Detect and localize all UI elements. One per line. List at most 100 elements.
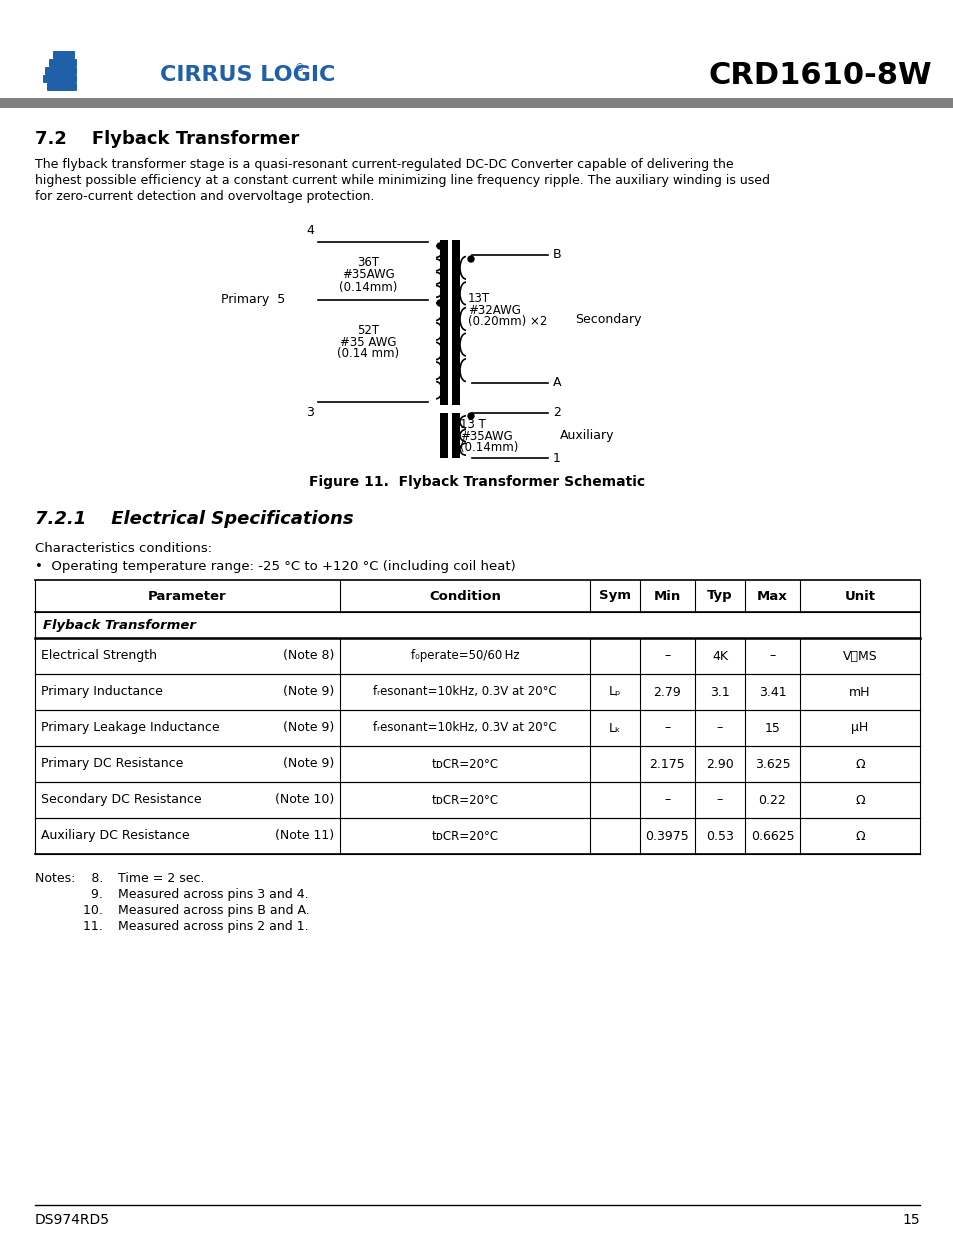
Text: Measured across pins 3 and 4.: Measured across pins 3 and 4.	[110, 888, 309, 902]
Text: tᴅCR=20°C: tᴅCR=20°C	[431, 794, 498, 806]
Text: 0.6625: 0.6625	[750, 830, 794, 842]
Text: DS974RD5: DS974RD5	[35, 1213, 110, 1228]
Text: 0.3975: 0.3975	[645, 830, 689, 842]
Text: (0.14mm): (0.14mm)	[338, 280, 396, 294]
Text: Min: Min	[653, 589, 680, 603]
Text: Primary  5: Primary 5	[220, 294, 285, 306]
Text: 15: 15	[763, 721, 780, 735]
Text: Ω: Ω	[854, 757, 864, 771]
Text: f₀perate=50/60 Hz: f₀perate=50/60 Hz	[410, 650, 518, 662]
Text: Primary Inductance: Primary Inductance	[41, 685, 163, 699]
Circle shape	[468, 412, 474, 419]
Bar	[439, 412, 448, 458]
Text: (0.14mm): (0.14mm)	[459, 441, 517, 454]
Text: (0.14 mm): (0.14 mm)	[336, 347, 398, 361]
Text: 4: 4	[306, 224, 314, 237]
Text: 9.: 9.	[35, 888, 103, 902]
Text: #35AWG: #35AWG	[341, 268, 394, 282]
Text: –: –	[663, 721, 670, 735]
Text: for zero-current detection and overvoltage protection.: for zero-current detection and overvolta…	[35, 190, 374, 203]
Text: mH: mH	[848, 685, 870, 699]
Bar	[35, 580, 919, 613]
Text: 3.41: 3.41	[758, 685, 785, 699]
Text: Measured across pins 2 and 1.: Measured across pins 2 and 1.	[110, 920, 309, 932]
Text: Max: Max	[757, 589, 787, 603]
Bar	[35, 638, 919, 674]
Bar	[0, 98, 953, 107]
FancyBboxPatch shape	[47, 83, 77, 91]
Text: (Note 8): (Note 8)	[282, 650, 334, 662]
Text: 13 T: 13 T	[459, 417, 485, 431]
Text: 2: 2	[553, 406, 560, 420]
Text: Condition: Condition	[429, 589, 500, 603]
Text: 0.22: 0.22	[758, 794, 785, 806]
Text: #35 AWG: #35 AWG	[339, 336, 395, 348]
Bar	[35, 818, 919, 853]
Text: Sym: Sym	[598, 589, 630, 603]
Text: CRD1610-8W: CRD1610-8W	[707, 61, 931, 89]
Text: highest possible efficiency at a constant current while minimizing line frequenc: highest possible efficiency at a constan…	[35, 174, 769, 186]
Text: Figure 11.  Flyback Transformer Schematic: Figure 11. Flyback Transformer Schematic	[309, 475, 644, 489]
Text: tᴅCR=20°C: tᴅCR=20°C	[431, 830, 498, 842]
Text: Notes:    8.: Notes: 8.	[35, 872, 103, 885]
Circle shape	[436, 243, 442, 249]
Text: Auxiliary: Auxiliary	[559, 429, 614, 441]
Text: Unit: Unit	[843, 589, 875, 603]
Text: Measured across pins B and A.: Measured across pins B and A.	[110, 904, 310, 918]
Text: 15: 15	[902, 1213, 919, 1228]
Circle shape	[468, 256, 474, 262]
Text: (Note 9): (Note 9)	[282, 757, 334, 771]
Text: 36T: 36T	[356, 257, 378, 269]
Text: Lₖ: Lₖ	[608, 721, 620, 735]
Text: Secondary DC Resistance: Secondary DC Resistance	[41, 794, 201, 806]
Text: (Note 9): (Note 9)	[282, 721, 334, 735]
Circle shape	[436, 300, 442, 306]
Text: Lₚ: Lₚ	[608, 685, 620, 699]
Text: Ω: Ω	[854, 794, 864, 806]
Bar	[452, 412, 459, 458]
Text: 7.2    Flyback Transformer: 7.2 Flyback Transformer	[35, 130, 299, 148]
Text: 3: 3	[306, 406, 314, 419]
Text: tᴅCR=20°C: tᴅCR=20°C	[431, 757, 498, 771]
Text: A: A	[553, 377, 561, 389]
Text: fᵣesonant=10kHz, 0.3V at 20°C: fᵣesonant=10kHz, 0.3V at 20°C	[373, 721, 557, 735]
Bar	[35, 613, 919, 638]
Text: Typ: Typ	[706, 589, 732, 603]
Text: 4K: 4K	[711, 650, 727, 662]
Text: 2.90: 2.90	[705, 757, 733, 771]
Text: 7.2.1    Electrical Specifications: 7.2.1 Electrical Specifications	[35, 510, 354, 529]
Text: Time = 2 sec.: Time = 2 sec.	[110, 872, 204, 885]
Text: Electrical Strength: Electrical Strength	[41, 650, 157, 662]
Bar	[35, 782, 919, 818]
Text: 13T: 13T	[468, 291, 490, 305]
Text: (0.20mm) ×2: (0.20mm) ×2	[468, 315, 547, 329]
FancyBboxPatch shape	[43, 75, 77, 83]
Text: Ω: Ω	[854, 830, 864, 842]
Text: 52T: 52T	[356, 324, 378, 336]
Text: 1: 1	[553, 452, 560, 464]
Text: Primary DC Resistance: Primary DC Resistance	[41, 757, 183, 771]
Bar	[35, 746, 919, 782]
Text: 10.: 10.	[35, 904, 103, 918]
Text: #35AWG: #35AWG	[459, 430, 512, 442]
Text: (Note 11): (Note 11)	[274, 830, 334, 842]
Text: 3.1: 3.1	[709, 685, 729, 699]
Text: –: –	[716, 794, 722, 806]
Text: Characteristics conditions:: Characteristics conditions:	[35, 542, 212, 555]
Text: The flyback transformer stage is a quasi-resonant current-regulated DC-DC Conver: The flyback transformer stage is a quasi…	[35, 158, 733, 170]
Text: VᴯMS: VᴯMS	[841, 650, 877, 662]
Bar	[35, 710, 919, 746]
Text: 3.625: 3.625	[754, 757, 789, 771]
Bar	[452, 240, 459, 405]
Text: –: –	[663, 794, 670, 806]
Text: B: B	[553, 248, 561, 262]
Text: –: –	[716, 721, 722, 735]
Text: 11.: 11.	[35, 920, 103, 932]
Text: Flyback Transformer: Flyback Transformer	[43, 619, 195, 631]
Bar	[35, 674, 919, 710]
Text: μH: μH	[850, 721, 868, 735]
Text: #32AWG: #32AWG	[468, 304, 520, 316]
Text: (Note 9): (Note 9)	[282, 685, 334, 699]
FancyBboxPatch shape	[49, 59, 77, 67]
Text: fᵣesonant=10kHz, 0.3V at 20°C: fᵣesonant=10kHz, 0.3V at 20°C	[373, 685, 557, 699]
